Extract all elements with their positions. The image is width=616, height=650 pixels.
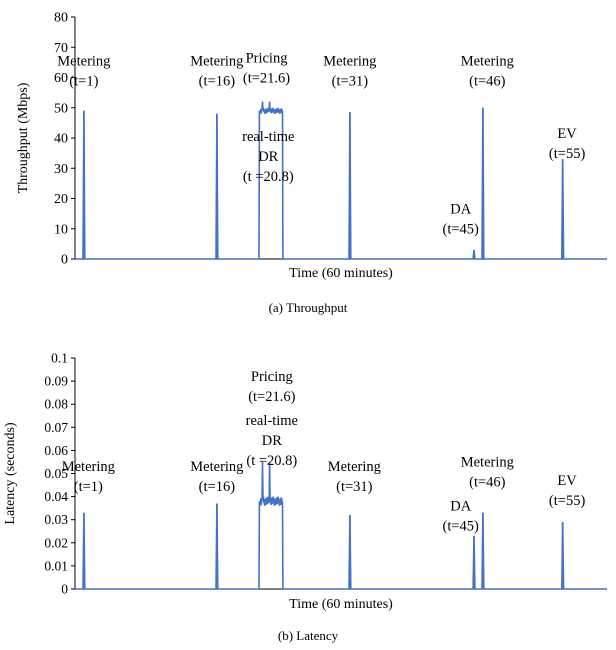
y-tick-label: 0.03: [44, 512, 68, 527]
annotation-line: EV: [557, 126, 577, 142]
annotation-line: (t=45): [443, 518, 480, 534]
data-series-line: [75, 101, 607, 260]
y-tick-label: 10: [54, 222, 68, 237]
annotation-line: (t=46): [469, 475, 506, 491]
annotation-line: (t=1): [69, 73, 98, 89]
y-tick-label: 0.08: [44, 397, 68, 412]
event-annotation: Metering (t=1): [62, 459, 115, 495]
y-tick-label: 70: [54, 41, 68, 56]
event-annotation: Pricing (t=21.6): [248, 369, 295, 405]
annotation-line: Metering: [328, 459, 381, 475]
annotation-line: Metering: [57, 53, 110, 69]
annotation-line: (t =20.8): [246, 453, 297, 469]
event-annotation: Metering (t=31): [323, 53, 376, 89]
annotation-line: (t=45): [443, 222, 480, 238]
annotation-line: DR: [262, 433, 282, 449]
y-tick-label: 0.09: [44, 374, 68, 389]
annotation-line: (t=21.6): [243, 70, 290, 86]
y-axis-title: Throughput (Mbps): [16, 82, 31, 193]
annotation-line: (t=21.6): [248, 389, 295, 405]
annotation-line: (t=31): [332, 73, 369, 89]
throughput-caption: (a) Throughput: [268, 300, 348, 315]
annotation-line: (t=55): [549, 493, 586, 509]
annotation-line: (t=16): [199, 479, 236, 495]
y-tick-label: 0.01: [44, 558, 68, 573]
event-annotation: Metering (t=16): [190, 459, 243, 495]
latency-caption: (b) Latency: [277, 628, 339, 643]
annotation-line: real-time: [246, 413, 298, 429]
event-annotation: real-time DR (t =20.8): [246, 413, 298, 469]
annotation-line: DA: [450, 498, 471, 514]
event-annotation: Metering (t=46): [461, 455, 514, 491]
annotation-line: DA: [450, 202, 471, 218]
y-tick-label: 0.05: [44, 466, 68, 481]
event-annotation: Metering (t=46): [461, 53, 514, 89]
y-tick-label: 0.06: [44, 443, 68, 458]
x-axis-title: Time (60 minutes): [289, 597, 393, 612]
y-tick-label: 0: [61, 582, 68, 597]
event-annotation: Pricing (t=21.6): [243, 50, 290, 86]
annotation-line: DR: [258, 149, 278, 165]
annotation-line: (t=55): [549, 146, 586, 162]
annotation-line: Pricing: [251, 369, 293, 385]
data-series-line: [75, 461, 607, 590]
throughput-chart: 0 10 20 30 40 50 60 70 80 Time (60 minutes) Throug…: [16, 11, 607, 281]
event-annotation: EV (t=55): [549, 126, 586, 162]
annotation-line: (t=16): [199, 73, 236, 89]
y-tick-label: 80: [54, 11, 68, 26]
y-tick-label: 0.04: [44, 489, 68, 504]
annotation-line: Metering: [190, 459, 243, 475]
annotation-line: (t=46): [469, 73, 506, 89]
y-tick-label: 20: [54, 192, 68, 207]
event-annotation: DA (t=45): [443, 202, 480, 238]
annotation-line: EV: [557, 473, 577, 489]
y-tick-label: 0.07: [44, 420, 68, 435]
y-tick-label: 0: [61, 253, 68, 268]
x-axis-title: Time (60 minutes): [289, 266, 393, 281]
event-annotation: Metering (t=31): [328, 459, 381, 495]
annotation-line: real-time: [242, 129, 294, 145]
y-axis-title: Latency (seconds): [3, 422, 18, 525]
annotation-line: Metering: [62, 459, 115, 475]
annotation-line: Metering: [323, 53, 376, 69]
annotation-line: (t=31): [336, 479, 373, 495]
y-tick-label: 40: [54, 132, 68, 147]
annotation-line: (t =20.8): [243, 169, 294, 185]
latency-chart: 0 0.01 0.02 0.03 0.04 0.05 0.06 0.07 0.08 0.09 0.1…: [3, 351, 607, 612]
y-tick-label: 0.1: [51, 351, 68, 366]
y-tick-label: 30: [54, 162, 68, 177]
annotation-line: Metering: [461, 455, 514, 471]
annotation-line: Metering: [190, 53, 243, 69]
event-annotation: real-time DR (t =20.8): [242, 129, 294, 185]
y-tick-label: 60: [54, 71, 68, 86]
event-annotation: Metering (t=16): [190, 53, 243, 89]
event-annotation: EV (t=55): [549, 473, 586, 509]
event-annotation: Metering (t=1): [57, 53, 110, 89]
annotation-line: Metering: [461, 53, 514, 69]
annotation-line: (t=1): [74, 479, 103, 495]
y-tick-label: 50: [54, 101, 68, 116]
y-tick-label: 0.02: [44, 535, 68, 550]
annotation-line: Pricing: [246, 50, 288, 66]
event-annotation: DA (t=45): [443, 498, 480, 534]
